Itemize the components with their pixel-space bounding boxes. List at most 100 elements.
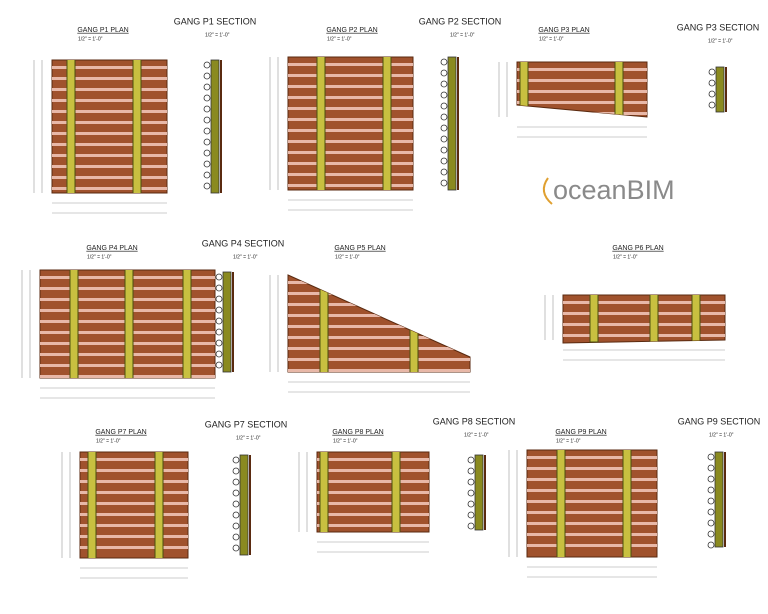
joist xyxy=(80,502,188,505)
section-joist xyxy=(440,113,448,121)
plan-scale: 1/2" = 1'-0" xyxy=(78,36,103,42)
joist xyxy=(527,478,657,481)
joist xyxy=(288,74,413,77)
section-joist xyxy=(215,339,223,347)
plan-title: GANG P7 PLAN xyxy=(95,429,146,436)
section-title: GANG P9 SECTION xyxy=(678,416,761,426)
section-joist xyxy=(215,273,223,281)
stud xyxy=(124,270,134,378)
section-joist xyxy=(467,500,475,508)
joist xyxy=(52,176,167,179)
section-joist xyxy=(707,519,715,527)
logo: oceanBIM xyxy=(553,175,675,205)
section-joist xyxy=(440,91,448,99)
stud xyxy=(132,60,142,193)
section-joist xyxy=(440,135,448,143)
section-joist xyxy=(232,544,240,552)
joists xyxy=(563,295,725,343)
section-joist xyxy=(203,72,211,80)
section-joist xyxy=(203,61,211,69)
section-joist xyxy=(707,453,715,461)
section-joist xyxy=(232,456,240,464)
plan-title: GANG P5 PLAN xyxy=(334,245,385,252)
section-joist xyxy=(203,116,211,124)
joist xyxy=(288,107,413,110)
joist xyxy=(527,456,657,459)
joist xyxy=(527,467,657,470)
section-strongback xyxy=(447,56,457,191)
joist xyxy=(80,546,188,549)
section-joist xyxy=(707,530,715,538)
joist xyxy=(80,491,188,494)
joist xyxy=(517,101,647,104)
joist xyxy=(288,184,413,187)
joist xyxy=(317,458,429,461)
joists xyxy=(527,450,657,557)
stud xyxy=(316,57,326,190)
stud xyxy=(382,57,392,190)
stud xyxy=(519,62,529,117)
section-joist xyxy=(203,105,211,113)
joist xyxy=(527,544,657,547)
plan-scale: 1/2" = 1'-0" xyxy=(327,36,352,42)
section-joist xyxy=(440,58,448,66)
stud xyxy=(622,450,632,557)
section-joist xyxy=(232,522,240,530)
section-joist xyxy=(215,284,223,292)
section-joist xyxy=(707,464,715,472)
section-joist xyxy=(215,361,223,369)
joist xyxy=(527,533,657,536)
joist xyxy=(288,369,470,372)
section-strongback xyxy=(474,454,484,531)
section-joist xyxy=(708,90,716,98)
section-joist xyxy=(203,127,211,135)
section-strongback xyxy=(222,271,232,373)
section-strongback xyxy=(715,66,725,113)
joists xyxy=(317,452,429,532)
section-strongback xyxy=(714,451,724,548)
plan-scale: 1/2" = 1'-0" xyxy=(333,438,358,444)
joist xyxy=(317,491,429,494)
stud xyxy=(556,450,566,557)
section-joist xyxy=(467,478,475,486)
section-joist xyxy=(467,467,475,475)
plan-title: GANG P9 PLAN xyxy=(555,429,606,436)
section-joist xyxy=(708,101,716,109)
stud xyxy=(649,295,659,343)
section-joist xyxy=(203,149,211,157)
plan-title: GANG P3 PLAN xyxy=(538,27,589,34)
section-joist xyxy=(440,179,448,187)
section-joist xyxy=(232,511,240,519)
plan-scale: 1/2" = 1'-0" xyxy=(96,438,121,444)
stud xyxy=(614,62,624,117)
section-joist xyxy=(440,69,448,77)
section-joist xyxy=(707,508,715,516)
joist xyxy=(52,187,167,190)
section-joist xyxy=(203,138,211,146)
section-joist xyxy=(708,79,716,87)
joist xyxy=(288,85,413,88)
plan-scale: 1/2" = 1'-0" xyxy=(335,254,360,260)
section-joist xyxy=(708,68,716,76)
joist xyxy=(563,312,725,315)
plywood-panel xyxy=(562,294,726,344)
section-title: GANG P2 SECTION xyxy=(419,16,502,26)
section-joist xyxy=(232,533,240,541)
section-joist xyxy=(203,94,211,102)
stud xyxy=(391,452,401,532)
joist xyxy=(52,110,167,113)
plan-scale: 1/2" = 1'-0" xyxy=(539,36,564,42)
joists xyxy=(40,270,215,378)
plan-title: GANG P1 PLAN xyxy=(77,27,128,34)
joist xyxy=(52,154,167,157)
section-joist xyxy=(467,489,475,497)
section-joist xyxy=(203,182,211,190)
joist xyxy=(317,524,429,527)
plan-title: GANG P6 PLAN xyxy=(612,245,663,252)
section-scale: 1/2" = 1'-0" xyxy=(464,432,489,438)
joist xyxy=(288,358,470,361)
section-joist xyxy=(232,467,240,475)
plywood-panel xyxy=(526,449,658,558)
joist xyxy=(288,347,470,350)
section-joist xyxy=(232,489,240,497)
